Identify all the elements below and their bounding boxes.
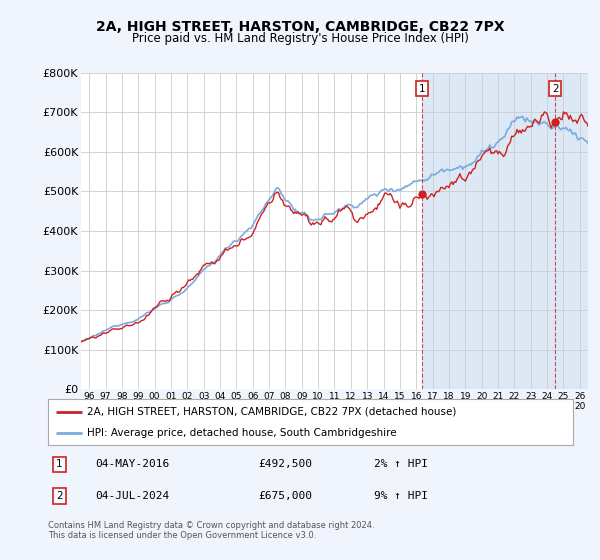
Text: 1: 1 <box>419 83 425 94</box>
Bar <box>422 73 588 389</box>
Text: Contains HM Land Registry data © Crown copyright and database right 2024.
This d: Contains HM Land Registry data © Crown c… <box>48 521 374 540</box>
Text: 2: 2 <box>552 83 559 94</box>
Text: Price paid vs. HM Land Registry's House Price Index (HPI): Price paid vs. HM Land Registry's House … <box>131 32 469 45</box>
Text: 04-MAY-2016: 04-MAY-2016 <box>95 459 170 469</box>
Text: 04-JUL-2024: 04-JUL-2024 <box>95 491 170 501</box>
Text: HPI: Average price, detached house, South Cambridgeshire: HPI: Average price, detached house, Sout… <box>88 428 397 438</box>
Text: 2% ↑ HPI: 2% ↑ HPI <box>373 459 427 469</box>
Text: 2: 2 <box>56 491 63 501</box>
Text: £675,000: £675,000 <box>258 491 312 501</box>
Text: 1: 1 <box>56 459 63 469</box>
Text: 2A, HIGH STREET, HARSTON, CAMBRIDGE, CB22 7PX (detached house): 2A, HIGH STREET, HARSTON, CAMBRIDGE, CB2… <box>88 407 457 417</box>
Text: 2A, HIGH STREET, HARSTON, CAMBRIDGE, CB22 7PX: 2A, HIGH STREET, HARSTON, CAMBRIDGE, CB2… <box>95 20 505 34</box>
Text: £492,500: £492,500 <box>258 459 312 469</box>
Text: 9% ↑ HPI: 9% ↑ HPI <box>373 491 427 501</box>
